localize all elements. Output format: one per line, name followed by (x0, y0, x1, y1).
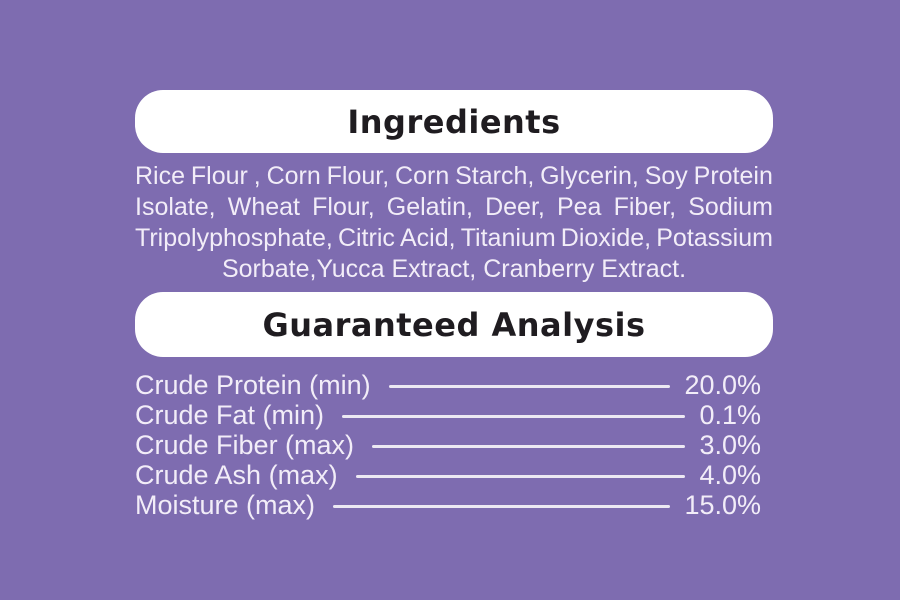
leader-line (355, 475, 686, 478)
ingredients-line-3: Tripolyphosphate, Citric Acid, Titanium Diox… (135, 224, 773, 252)
analysis-value: 15.0% (684, 489, 761, 520)
guaranteed-analysis-table: Crude Protein (min) 20.0% Crude Fat (min… (135, 370, 761, 520)
ingredients-heading: Ingredients (347, 102, 561, 141)
analysis-row-moisture: Moisture (max) 15.0% (135, 490, 761, 520)
analysis-row-crude-ash: Crude Ash (max) 4.0% (135, 460, 761, 490)
ingredients-panel: Ingredients (135, 90, 773, 153)
analysis-label: Crude Fiber (max) (135, 429, 355, 460)
ingredients-line-4: Sorbate,Yucca Extract, Cranberry Extract… (221, 255, 687, 283)
analysis-label: Crude Fat (min) (135, 399, 325, 430)
analysis-value: 0.1% (699, 399, 761, 430)
analysis-row-crude-fat: Crude Fat (min) 0.1% (135, 400, 761, 430)
guaranteed-analysis-panel: Guaranteed Analysis (135, 292, 773, 357)
guaranteed-analysis-heading: Guaranteed Analysis (262, 305, 646, 344)
leader-line (388, 385, 671, 388)
leader-line (342, 415, 686, 418)
analysis-label: Crude Protein (min) (135, 369, 371, 400)
analysis-row-crude-fiber: Crude Fiber (max) 3.0% (135, 430, 761, 460)
analysis-label: Crude Ash (max) (135, 459, 338, 490)
analysis-label: Moisture (max) (135, 489, 316, 520)
analysis-row-crude-protein: Crude Protein (min) 20.0% (135, 370, 761, 400)
analysis-value: 3.0% (699, 429, 761, 460)
leader-line (372, 445, 686, 448)
leader-line (333, 505, 671, 508)
ingredients-line-1: Rice Flour, Corn Flour, Corn Starch, Glycerin,… (135, 162, 773, 190)
analysis-value: 4.0% (699, 459, 761, 490)
analysis-value: 20.0% (684, 369, 761, 400)
ingredients-line-2: Isolate, Wheat Flour, Gelatin, Deer, Pea Fiber… (135, 193, 773, 221)
ingredients-list: Rice Flour, Corn Flour, Corn Starch, Glycerin,… (135, 161, 773, 285)
